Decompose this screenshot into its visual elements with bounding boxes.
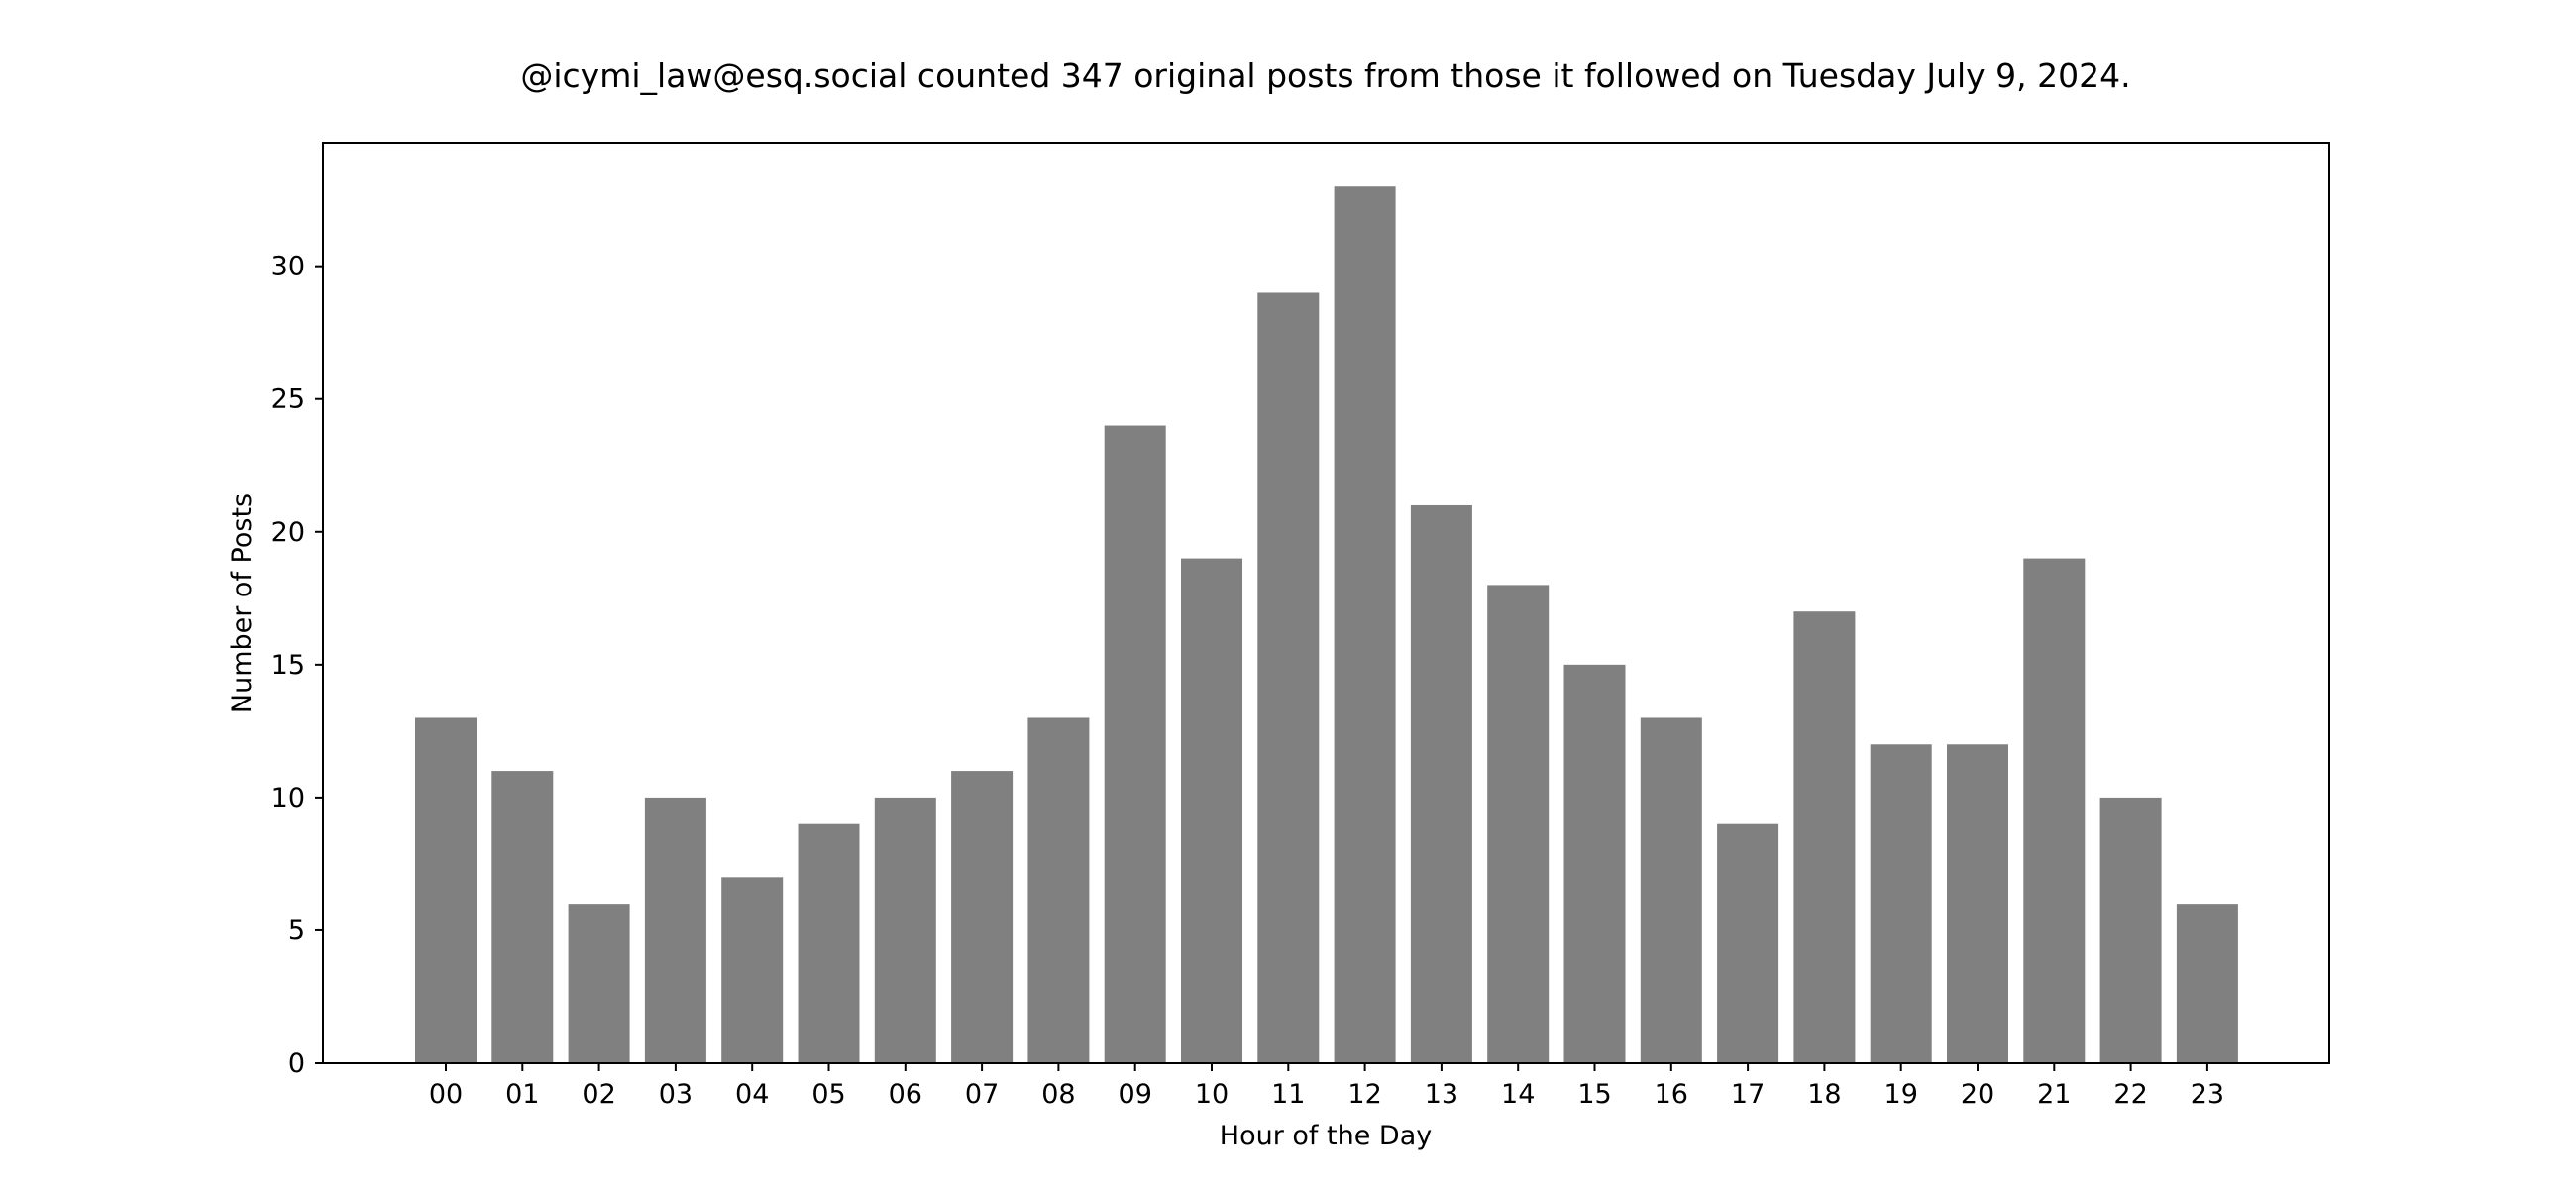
bar-hour-21 [2023,558,2086,1063]
y-tick-label: 10 [271,783,305,813]
bar-hour-16 [1640,717,1702,1063]
x-tick-label: 08 [1041,1079,1075,1110]
y-tick-label: 0 [288,1048,305,1079]
x-tick-label: 15 [1577,1079,1611,1110]
x-tick-label: 14 [1501,1079,1535,1110]
y-axis-ticks: 0 5 10 15 20 25 30 [271,252,323,1079]
x-tick-label: 22 [2113,1079,2147,1110]
bars-layer [415,186,2238,1064]
bar-hour-04 [721,877,784,1063]
y-tick-label: 5 [288,916,305,946]
bar-hour-06 [874,797,936,1063]
x-tick-label: 03 [659,1079,693,1110]
x-tick-label: 12 [1347,1079,1381,1110]
x-tick-label: 01 [505,1079,539,1110]
bar-hour-19 [1870,744,1932,1063]
x-tick-label: 18 [1807,1079,1841,1110]
chart-title: @icymi_law@esq.social counted 347 origin… [520,56,2130,95]
bar-hour-15 [1563,664,1626,1063]
x-tick-label: 06 [889,1079,922,1110]
y-axis-label: Number of Posts [227,493,258,713]
x-axis-ticks: 00 01 02 03 04 05 06 07 08 09 10 11 12 13 14 15 16 17 18 19… [429,1063,2224,1110]
bar-hour-13 [1410,504,1472,1064]
x-tick-label: 20 [1961,1079,1994,1110]
y-tick-label: 25 [271,384,305,415]
x-tick-label: 19 [1884,1079,1918,1110]
y-tick-label: 15 [271,650,305,681]
x-tick-label: 07 [965,1079,999,1110]
x-tick-label: 05 [811,1079,845,1110]
x-tick-label: 00 [429,1079,463,1110]
bar-hour-23 [2176,904,2238,1063]
bar-hour-00 [415,717,477,1063]
x-tick-label: 13 [1425,1079,1458,1110]
bar-hour-07 [951,771,1014,1063]
x-tick-label: 21 [2037,1079,2071,1110]
bar-hour-17 [1717,823,1779,1063]
bar-hour-05 [798,823,860,1063]
x-tick-label: 23 [2191,1079,2224,1110]
bar-hour-14 [1487,585,1550,1063]
bar-hour-08 [1027,717,1090,1063]
bar-hour-22 [2099,797,2162,1063]
x-tick-label: 16 [1655,1079,1688,1110]
x-tick-label: 04 [735,1079,769,1110]
plot-frame [322,142,2330,1064]
bar-hour-09 [1104,425,1166,1063]
x-tick-label: 02 [582,1079,615,1110]
x-axis-label: Hour of the Day [1220,1121,1432,1151]
bar-hour-11 [1257,292,1320,1064]
bar-hour-01 [491,771,554,1063]
bar-hour-10 [1181,558,1242,1063]
x-tick-label: 11 [1271,1079,1305,1110]
bar-hour-20 [1947,744,2008,1063]
y-tick-label: 20 [271,517,305,548]
x-tick-label: 09 [1119,1079,1152,1110]
bar-hour-03 [644,797,706,1063]
bar-hour-12 [1334,186,1396,1064]
bar-hour-02 [568,904,630,1063]
y-tick-label: 30 [271,252,305,282]
x-tick-label: 17 [1731,1079,1765,1110]
bar-hour-18 [1793,611,1856,1063]
x-tick-label: 10 [1195,1079,1229,1110]
